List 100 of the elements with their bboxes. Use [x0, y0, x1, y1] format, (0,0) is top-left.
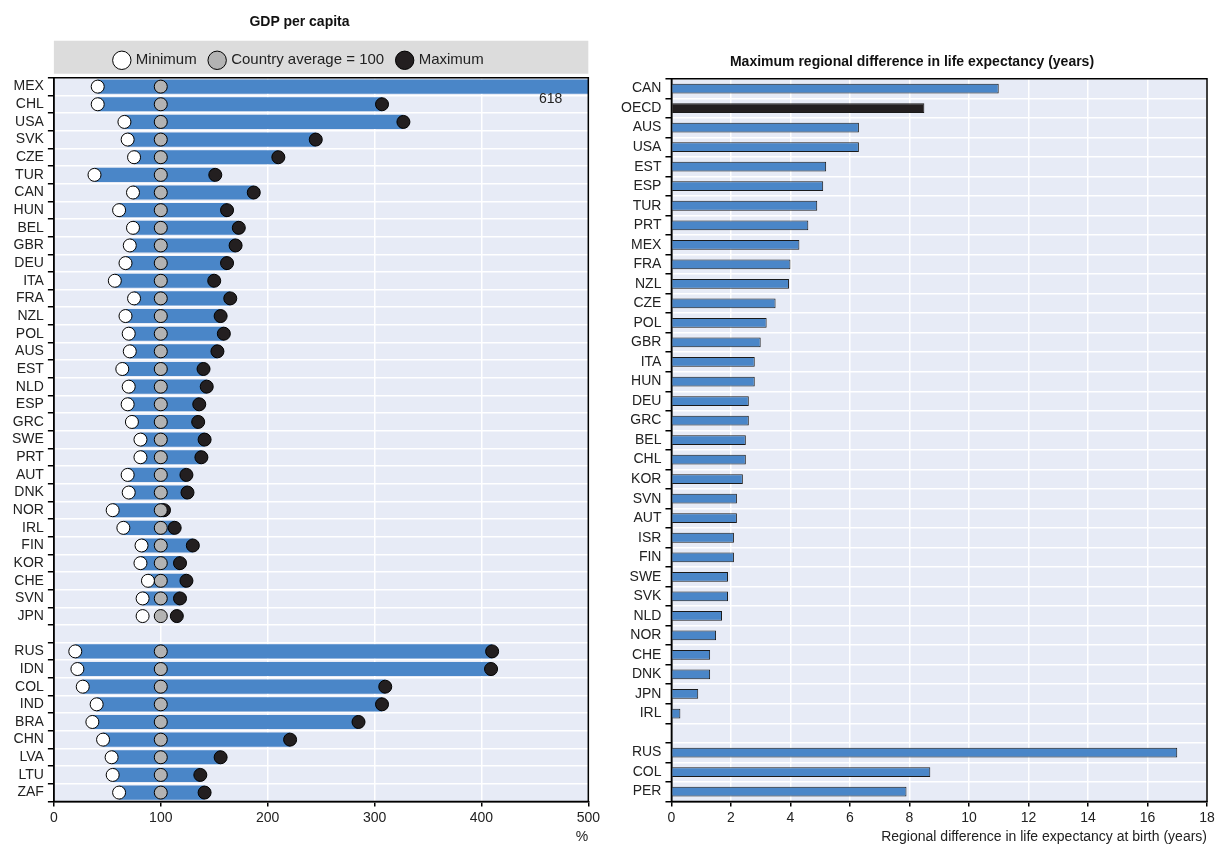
y-tick-label: LTU — [18, 765, 44, 782]
y-tick-label: LVA — [19, 748, 45, 765]
y-tick-label: TUR — [15, 165, 44, 182]
y-tick-label: CAN — [631, 79, 662, 96]
legend-label: Maximum — [418, 50, 484, 68]
y-tick-label: DNK — [14, 483, 45, 500]
bar — [124, 114, 404, 129]
y-tick-label: AUT — [633, 509, 662, 526]
y-tick-label: USA — [15, 112, 45, 129]
point — [180, 485, 195, 500]
point — [207, 273, 222, 288]
chart-title: GDP per capita — [249, 13, 350, 30]
point — [153, 362, 168, 377]
y-tick-label: FRA — [15, 289, 45, 306]
x-tick-label: 10 — [961, 808, 977, 825]
point — [105, 503, 120, 518]
point — [134, 538, 149, 553]
point — [153, 273, 168, 288]
y-tick-label: HUN — [13, 201, 44, 218]
point — [124, 414, 139, 429]
chart-title: Maximum regional difference in life expectancy (years) — [729, 53, 1095, 70]
point — [112, 785, 127, 800]
point — [153, 220, 168, 235]
point — [185, 538, 200, 553]
y-tick-label: IDN — [19, 659, 44, 676]
point — [153, 732, 168, 747]
y-tick-label: RUS — [631, 743, 662, 760]
point — [117, 114, 132, 129]
x-tick-label: 400 — [469, 808, 494, 825]
x-tick-label: 14 — [1080, 808, 1096, 825]
point — [104, 750, 119, 765]
y-tick-label: POL — [633, 313, 662, 330]
y-tick-label: CZE — [633, 294, 662, 311]
point — [153, 538, 168, 553]
x-tick-label: 0 — [667, 808, 676, 825]
bar — [96, 697, 383, 712]
y-tick-label: NLD — [15, 377, 44, 394]
y-tick-label: SVN — [15, 589, 44, 606]
point — [153, 714, 168, 729]
y-tick-label: SVK — [15, 130, 45, 147]
point — [105, 767, 120, 782]
point — [153, 609, 168, 624]
point — [485, 644, 500, 659]
point — [133, 450, 148, 465]
point — [116, 520, 131, 535]
point — [135, 591, 150, 606]
point — [153, 679, 168, 694]
y-tick-label: PRT — [633, 216, 662, 233]
point — [153, 662, 168, 677]
point — [153, 309, 168, 324]
point — [153, 79, 168, 94]
y-tick-label: GBR — [13, 236, 44, 253]
bar — [97, 97, 383, 112]
y-tick-label: EST — [16, 359, 45, 376]
y-tick-label: COL — [632, 762, 662, 779]
bar — [75, 644, 493, 659]
point — [153, 556, 168, 571]
point — [153, 591, 168, 606]
y-tick-label: USA — [632, 138, 663, 155]
point — [213, 750, 228, 765]
point — [121, 326, 136, 341]
point — [125, 220, 140, 235]
point — [140, 573, 155, 588]
point — [192, 397, 207, 412]
point — [122, 344, 137, 359]
point — [167, 520, 182, 535]
point — [484, 662, 499, 677]
y-tick-label: KOR — [13, 554, 44, 570]
point — [153, 485, 168, 500]
y-tick-label: IND — [19, 695, 44, 712]
point — [228, 238, 243, 253]
y-tick-label: GBR — [631, 333, 662, 350]
y-tick-label: DEU — [14, 253, 44, 270]
point — [153, 750, 168, 765]
point — [153, 256, 168, 271]
point — [89, 697, 104, 712]
y-tick-label: POL — [15, 324, 45, 341]
x-tick-label: 6 — [846, 808, 855, 825]
y-tick-label: MEX — [631, 235, 663, 252]
point — [153, 344, 168, 359]
y-tick-label: FRA — [633, 255, 663, 272]
point — [197, 432, 212, 447]
point — [220, 256, 235, 271]
y-tick-label: ITA — [23, 271, 45, 288]
point — [153, 520, 168, 535]
point — [153, 767, 168, 782]
point — [153, 326, 168, 341]
point — [153, 573, 168, 588]
point — [223, 291, 238, 306]
y-tick-label: NOR — [630, 626, 662, 643]
y-tick-label: FIN — [21, 536, 44, 553]
x-axis-title: Regional difference in life expectancy at birth (years) — [881, 828, 1207, 845]
point — [396, 114, 411, 129]
x-tick-label: 8 — [905, 808, 914, 825]
point — [153, 697, 168, 712]
point — [220, 203, 235, 218]
point — [197, 785, 212, 800]
y-tick-label: NLD — [633, 606, 662, 623]
y-tick-label: IRL — [22, 518, 45, 535]
point — [153, 150, 168, 165]
